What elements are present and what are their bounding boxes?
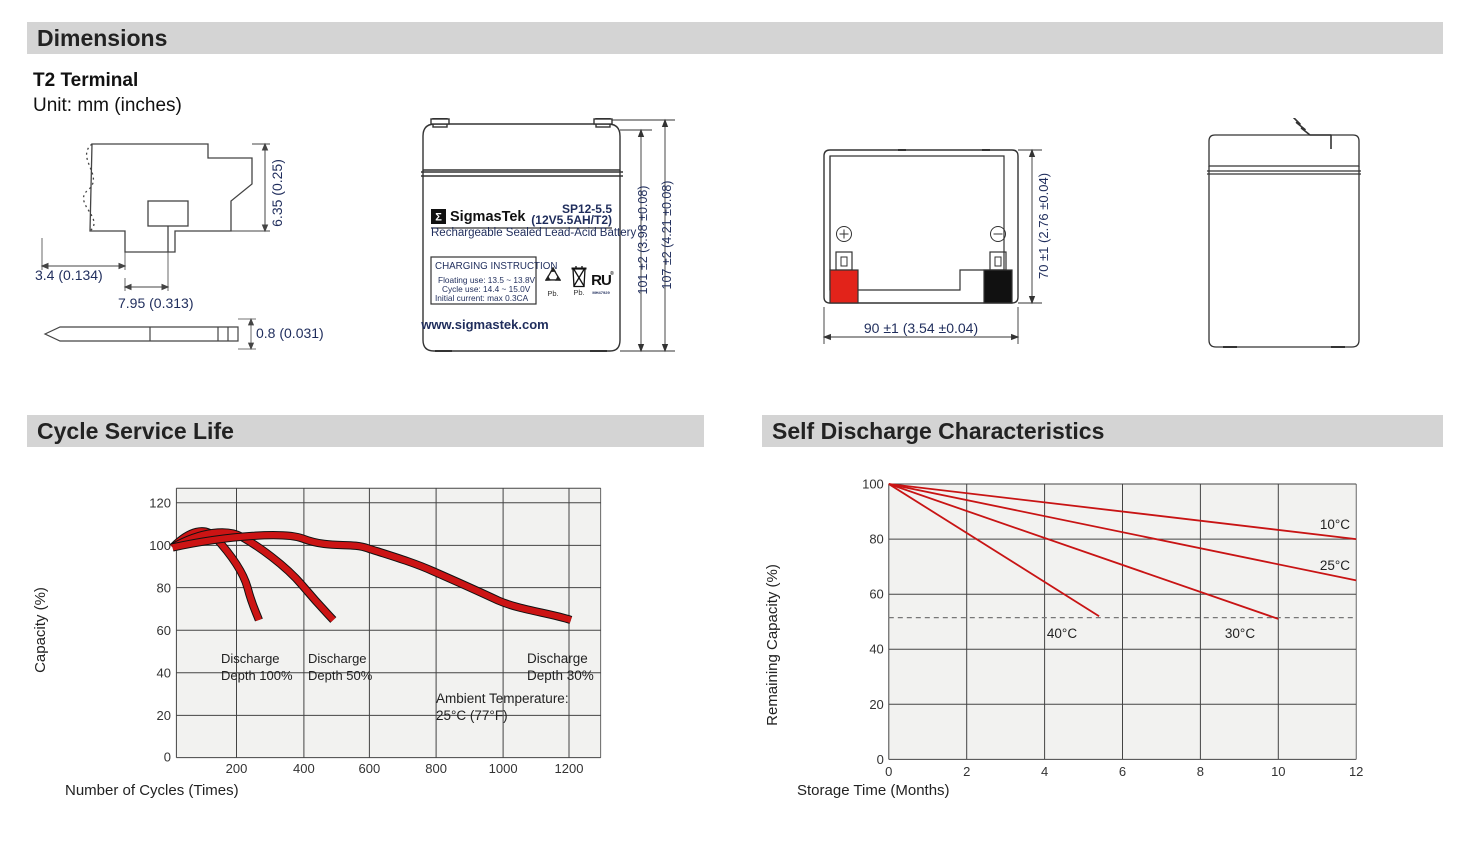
svg-text:3.4 (0.134): 3.4 (0.134)	[35, 267, 103, 283]
svg-text:Storage Time (Months): Storage Time (Months)	[797, 782, 950, 799]
svg-text:25°C (77°F): 25°C (77°F)	[436, 708, 508, 723]
svg-text:(12V5.5AH/T2): (12V5.5AH/T2)	[531, 213, 612, 227]
svg-text:200: 200	[226, 761, 248, 776]
svg-text:Depth 30%: Depth 30%	[527, 668, 594, 683]
svg-text:Depth 100%: Depth 100%	[221, 668, 293, 683]
svg-text:10°C: 10°C	[1320, 517, 1350, 532]
svg-text:0: 0	[885, 764, 892, 779]
svg-text:®: ®	[610, 270, 614, 277]
svg-text:10: 10	[1271, 764, 1285, 779]
svg-text:7.95 (0.313): 7.95 (0.313)	[118, 295, 194, 311]
svg-text:Discharge: Discharge	[221, 651, 280, 666]
svg-text:20: 20	[869, 697, 883, 712]
svg-text:Initial current: max 0.3CA: Initial current: max 0.3CA	[435, 293, 529, 303]
svg-text:0: 0	[164, 750, 171, 765]
svg-text:40: 40	[157, 666, 171, 681]
svg-text:1000: 1000	[489, 761, 518, 776]
svg-text:2: 2	[963, 764, 970, 779]
svg-text:40°C: 40°C	[1047, 626, 1077, 641]
svg-text:30°C: 30°C	[1225, 626, 1255, 641]
svg-text:6: 6	[1119, 764, 1126, 779]
svg-text:4: 4	[1041, 764, 1048, 779]
svg-text:1200: 1200	[555, 761, 584, 776]
svg-text:12: 12	[1349, 764, 1363, 779]
svg-text:Rechargeable Sealed Lead-Acid: Rechargeable Sealed Lead-Acid Battery	[431, 227, 636, 239]
svg-text:80: 80	[157, 580, 171, 595]
svg-text:Σ: Σ	[435, 212, 442, 224]
svg-text:101 ±2 (3.98 ±0.08): 101 ±2 (3.98 ±0.08)	[636, 186, 650, 295]
svg-text:400: 400	[293, 761, 315, 776]
svg-text:www.sigmastek.com: www.sigmastek.com	[420, 317, 548, 332]
svg-text:Capacity (%): Capacity (%)	[32, 587, 49, 673]
svg-text:SigmasTek: SigmasTek	[450, 209, 526, 225]
svg-text:40: 40	[869, 642, 883, 657]
svg-text:0.8 (0.031): 0.8 (0.031)	[256, 325, 324, 341]
svg-text:600: 600	[359, 761, 381, 776]
svg-text:20: 20	[157, 708, 171, 723]
svg-text:90 ±1 (3.54 ±0.04): 90 ±1 (3.54 ±0.04)	[864, 320, 978, 336]
svg-text:100: 100	[862, 477, 884, 492]
svg-text:Number of Cycles (Times): Number of Cycles (Times)	[65, 782, 239, 799]
svg-text:Pb.: Pb.	[547, 289, 558, 298]
svg-text:MH47929: MH47929	[592, 290, 610, 295]
svg-text:CHARGING INSTRUCTION: CHARGING INSTRUCTION	[435, 261, 557, 272]
svg-text:70 ±1 (2.76 ±0.04): 70 ±1 (2.76 ±0.04)	[1036, 173, 1051, 279]
svg-text:100: 100	[149, 538, 171, 553]
svg-text:8: 8	[1197, 764, 1204, 779]
svg-text:Remaining Capacity (%): Remaining Capacity (%)	[764, 564, 781, 726]
svg-text:Discharge: Discharge	[308, 651, 367, 666]
svg-text:80: 80	[869, 532, 883, 547]
svg-text:25°C: 25°C	[1320, 558, 1350, 573]
svg-text:800: 800	[425, 761, 447, 776]
svg-text:RU: RU	[591, 272, 611, 289]
svg-text:0: 0	[877, 752, 884, 767]
svg-text:120: 120	[149, 496, 171, 511]
svg-text:Discharge: Discharge	[527, 651, 588, 666]
svg-text:60: 60	[869, 587, 883, 602]
svg-text:Ambient Temperature:: Ambient Temperature:	[436, 691, 569, 706]
svg-text:Pb.: Pb.	[573, 288, 584, 297]
svg-text:Depth 50%: Depth 50%	[308, 668, 373, 683]
svg-text:60: 60	[157, 623, 171, 638]
svg-text:107 ±2 (4.21 ±0.08): 107 ±2 (4.21 ±0.08)	[660, 181, 674, 290]
svg-text:6.35 (0.25): 6.35 (0.25)	[269, 159, 285, 227]
